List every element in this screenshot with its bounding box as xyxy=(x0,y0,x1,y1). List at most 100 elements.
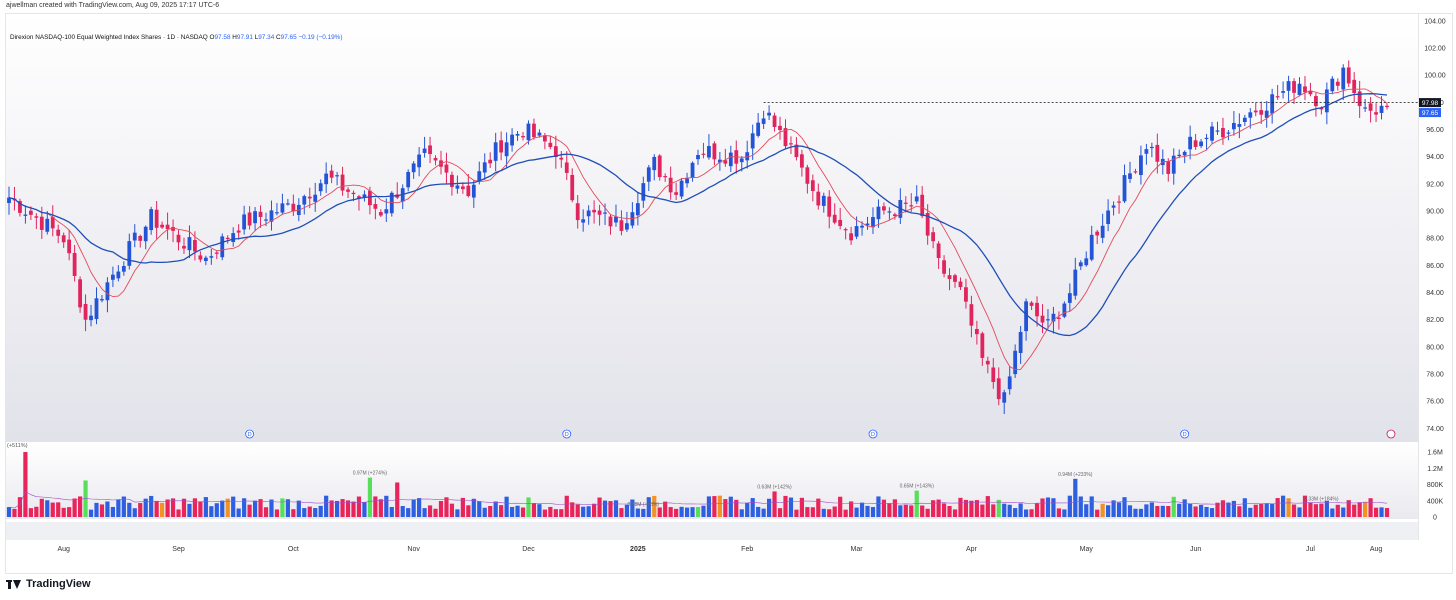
candle-body xyxy=(974,328,979,335)
price-tick-label: 100.00 xyxy=(1424,73,1446,80)
volume-bar xyxy=(619,508,624,517)
volume-bar xyxy=(482,507,487,517)
price-tick-label: 90.00 xyxy=(1426,209,1444,216)
volume-bar xyxy=(296,500,301,517)
candle-body xyxy=(1324,89,1329,113)
candle-body xyxy=(882,206,886,211)
volume-bar xyxy=(499,505,504,517)
price-pane[interactable] xyxy=(6,14,1418,442)
candle-body xyxy=(1363,107,1368,109)
volume-bar xyxy=(816,498,821,517)
candle-body xyxy=(1139,155,1143,175)
tradingview-brand[interactable]: TradingView xyxy=(6,578,91,590)
volume-bar xyxy=(914,490,919,517)
volume-bar xyxy=(1067,495,1072,517)
volume-bar xyxy=(1056,508,1062,517)
candle-body xyxy=(340,174,345,191)
dividend-marker xyxy=(562,429,572,439)
candle-body xyxy=(619,220,624,231)
volume-bar xyxy=(209,506,214,517)
time-axis-label: May xyxy=(1080,546,1094,553)
chart-svg: 104.00102.00100.0098.0096.0094.0092.0090… xyxy=(6,18,1446,553)
volume-bar xyxy=(542,509,547,517)
volume-bar xyxy=(734,499,739,517)
volume-bar xyxy=(220,500,225,517)
candle-body xyxy=(1314,96,1318,107)
volume-bar xyxy=(138,503,143,517)
candle-body xyxy=(958,281,963,288)
volume-bar xyxy=(952,509,958,517)
volume-bar xyxy=(1302,495,1308,517)
candle-body xyxy=(1335,81,1340,86)
candle-body xyxy=(1171,155,1176,174)
candle-body xyxy=(7,197,11,204)
volume-bar xyxy=(581,506,586,517)
price-axis[interactable] xyxy=(1418,14,1453,540)
candle-body xyxy=(728,152,733,167)
volume-bar xyxy=(827,509,832,517)
candle-body xyxy=(570,174,575,201)
candle-body xyxy=(936,243,941,259)
candle-body xyxy=(985,360,990,365)
volume-bar xyxy=(291,509,296,517)
volume-bar xyxy=(236,508,241,517)
candle-body xyxy=(1122,175,1127,202)
legend-low-label: L xyxy=(254,34,259,41)
candle-body xyxy=(149,209,154,231)
last-price-tag xyxy=(1419,108,1441,118)
candle-body xyxy=(750,133,755,149)
volume-bar xyxy=(695,506,701,517)
candle-body xyxy=(50,217,55,229)
volume-bar xyxy=(132,508,137,517)
chart-frame[interactable]: 104.00102.00100.0098.0096.0094.0092.0090… xyxy=(5,13,1453,574)
candle-body xyxy=(1259,110,1264,115)
candle-body xyxy=(794,144,799,158)
price-tick-label: 76.00 xyxy=(1426,399,1444,406)
volume-bar xyxy=(1045,497,1051,517)
volume-bar xyxy=(1313,504,1319,517)
volume-bar xyxy=(176,509,181,517)
candle-body xyxy=(384,209,389,214)
legend-low: 97.34 xyxy=(258,34,275,41)
volume-bar xyxy=(1297,507,1302,517)
volume-bar xyxy=(427,505,433,517)
volume-bar xyxy=(449,503,455,517)
legend-close-label: C xyxy=(276,34,281,41)
volume-bar xyxy=(438,501,444,517)
candle-body xyxy=(389,192,394,214)
volume-bar xyxy=(356,496,362,517)
volume-bar xyxy=(1264,503,1269,517)
candle-body xyxy=(1117,201,1121,203)
candle-body xyxy=(406,171,411,188)
candle-body xyxy=(646,167,651,182)
price-tick-label: 80.00 xyxy=(1426,344,1444,351)
volume-bar xyxy=(231,496,236,517)
volume-bar xyxy=(674,508,679,517)
volume-bar xyxy=(766,498,772,517)
candle-body xyxy=(110,274,115,280)
volume-bar xyxy=(324,495,329,517)
candle-body xyxy=(821,195,826,206)
volume-bar xyxy=(149,495,154,517)
volume-bar xyxy=(717,495,722,517)
volume-bar xyxy=(471,498,476,517)
candle-body xyxy=(1084,258,1089,266)
candle-body xyxy=(592,209,597,213)
candle-body xyxy=(1002,392,1007,403)
volume-bar xyxy=(553,509,558,517)
volume-bar xyxy=(635,508,640,517)
candle-body xyxy=(105,282,110,301)
candle-body xyxy=(690,162,695,178)
volume-bar xyxy=(1286,498,1291,517)
volume-bar xyxy=(859,502,865,517)
candle-body xyxy=(56,229,61,236)
legend-high-label: H xyxy=(232,34,237,41)
volume-bar xyxy=(1002,503,1007,517)
volume-bar xyxy=(630,499,635,517)
candle-body xyxy=(72,252,77,276)
candle-body xyxy=(745,152,750,161)
candle-body xyxy=(18,201,22,213)
volume-bar xyxy=(34,506,39,517)
candle-body xyxy=(78,279,82,308)
volume-annotation: 0.63M (+142%) xyxy=(757,484,792,490)
